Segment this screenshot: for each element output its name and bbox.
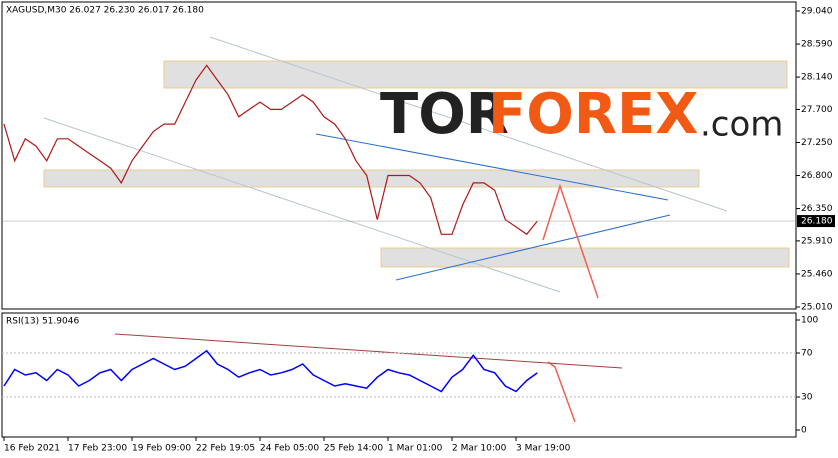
rsi-line bbox=[3, 349, 538, 393]
logo: TOR FOREX .com bbox=[380, 82, 783, 147]
y-tick-label: 28.590 bbox=[801, 40, 833, 50]
x-tick-label: 16 Feb 2021 bbox=[4, 444, 60, 454]
rsi-trend-line bbox=[114, 333, 623, 369]
y-tick-label: 25.460 bbox=[801, 269, 833, 279]
chart-title: XAGUSD,M30 26.027 26.230 26.017 26.180 bbox=[6, 6, 204, 16]
resistance-zone bbox=[163, 60, 788, 89]
y-tick-label: 26.350 bbox=[801, 204, 833, 214]
y-tick-label: 70 bbox=[801, 349, 813, 359]
logo-text: .com bbox=[700, 105, 783, 145]
x-tick-label: 25 Feb 14:00 bbox=[324, 444, 383, 454]
y-tick-label: 29.040 bbox=[801, 7, 833, 17]
x-tick-label: 24 Feb 05:00 bbox=[260, 444, 319, 454]
x-tick-label: 2 Mar 10:00 bbox=[452, 444, 507, 454]
mid-zone bbox=[43, 169, 700, 188]
logo-text: TOR bbox=[380, 82, 509, 147]
forecast-arrow bbox=[542, 183, 599, 299]
price-line bbox=[3, 64, 538, 236]
x-tick-label: 3 Mar 19:00 bbox=[516, 444, 571, 454]
y-tick-label: 27.250 bbox=[801, 138, 833, 148]
y-tick-label: 25.910 bbox=[801, 236, 833, 246]
rsi-panel bbox=[1, 312, 797, 438]
x-tick-label: 22 Feb 19:05 bbox=[196, 444, 255, 454]
y-tick-label: 30 bbox=[801, 393, 813, 403]
y-tick-label: 100 bbox=[801, 316, 818, 326]
y-tick-label: 27.700 bbox=[801, 105, 833, 115]
trend-line bbox=[395, 214, 671, 281]
last-price-box bbox=[797, 215, 835, 228]
x-tick-label: 1 Mar 01:00 bbox=[388, 444, 443, 454]
last-price-label: 26.180 bbox=[801, 217, 833, 227]
y-tick-label: 26.800 bbox=[801, 171, 833, 181]
x-tick-label: 19 Feb 09:00 bbox=[132, 444, 191, 454]
channel-line bbox=[209, 36, 728, 212]
logo-text: FOREX bbox=[488, 82, 698, 147]
y-tick-label: 0 bbox=[801, 426, 807, 436]
channel-line bbox=[43, 117, 561, 293]
y-tick-label: 25.010 bbox=[801, 303, 833, 313]
trend-line bbox=[315, 133, 669, 201]
x-tick-label: 17 Feb 23:00 bbox=[68, 444, 127, 454]
rsi-title: RSI(13) 51.9046 bbox=[6, 317, 79, 327]
y-tick-label: 28.140 bbox=[801, 73, 833, 83]
